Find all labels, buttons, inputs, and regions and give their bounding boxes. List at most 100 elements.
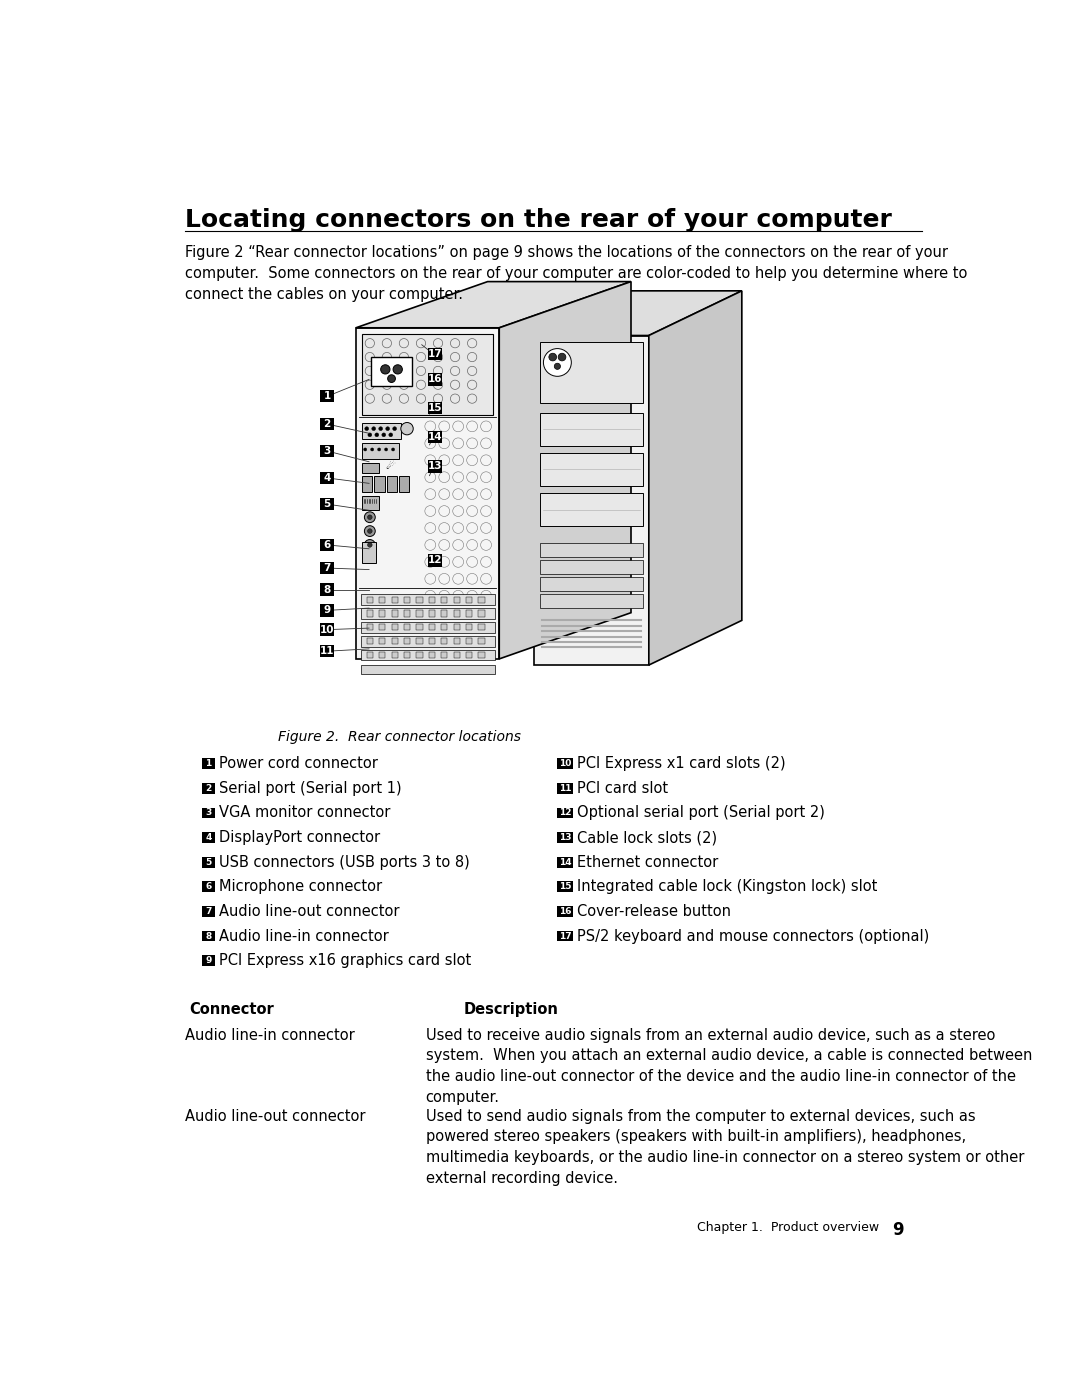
Text: VGA monitor connector: VGA monitor connector [218,806,390,820]
Text: 14: 14 [428,432,442,441]
Circle shape [378,448,380,451]
Bar [454,624,460,630]
Text: 1: 1 [324,391,330,401]
Text: 17: 17 [558,932,571,940]
Polygon shape [649,291,742,665]
Text: 11: 11 [320,647,335,657]
Bar [400,476,409,492]
Text: Figure 2.  Rear connector locations: Figure 2. Rear connector locations [279,729,522,743]
Bar [478,597,485,602]
Bar [441,652,447,658]
Text: Ethernet connector: Ethernet connector [577,855,718,870]
Bar [379,624,386,630]
Bar [356,328,499,659]
Bar [557,807,572,819]
Bar [321,390,334,402]
Text: 16: 16 [558,907,571,916]
Text: 13: 13 [558,833,571,842]
Bar [202,759,215,768]
Bar [362,476,373,492]
Bar [535,335,649,665]
Bar [367,652,373,658]
Text: 6: 6 [324,539,330,550]
Bar [478,610,485,616]
Circle shape [389,433,393,437]
Text: 9: 9 [324,605,330,616]
Bar [478,652,485,658]
Text: 8: 8 [324,584,330,595]
Circle shape [364,539,375,550]
Bar [465,597,472,602]
Bar [379,610,386,616]
Bar [441,610,447,616]
Circle shape [392,448,394,451]
Text: 5: 5 [324,499,330,509]
Bar [429,597,435,602]
Bar [557,833,572,842]
Bar [321,472,334,485]
Text: ☄: ☄ [384,461,395,471]
Bar [454,652,460,658]
Text: 6: 6 [205,883,212,891]
Bar [557,907,572,916]
Bar [202,856,215,868]
Bar [379,638,386,644]
Bar [441,624,447,630]
Text: 5: 5 [205,858,212,866]
Bar [454,610,460,616]
Bar [392,652,397,658]
Bar [361,665,495,675]
Text: Microphone connector: Microphone connector [218,879,382,894]
Text: 11: 11 [558,784,571,792]
Text: 13: 13 [428,461,442,471]
Text: PS/2 keyboard and mouse connectors (optional): PS/2 keyboard and mouse connectors (opti… [577,929,929,943]
Circle shape [388,374,395,383]
Bar [362,462,379,474]
Text: Power cord connector: Power cord connector [218,756,378,771]
Text: Audio line-out connector: Audio line-out connector [218,904,400,919]
Bar [540,543,643,557]
Text: Optional serial port (Serial port 2): Optional serial port (Serial port 2) [577,806,825,820]
Text: 10: 10 [559,759,571,768]
Bar [404,597,410,602]
Text: DisplayPort connector: DisplayPort connector [218,830,380,845]
Bar [557,930,572,942]
Bar [404,610,410,616]
Text: Cover-release button: Cover-release button [577,904,731,919]
Text: Connector: Connector [189,1002,274,1017]
Text: USB connectors (USB ports 3 to 8): USB connectors (USB ports 3 to 8) [218,855,470,870]
Bar [441,638,447,644]
Bar [404,652,410,658]
Text: PCI Express x16 graphics card slot: PCI Express x16 graphics card slot [218,953,471,968]
Text: 2: 2 [205,784,212,792]
Text: 3: 3 [205,809,212,817]
Bar [202,782,215,793]
Polygon shape [356,282,631,328]
Text: 12: 12 [558,809,571,817]
Bar [416,610,422,616]
Bar [392,610,397,616]
Bar [428,348,442,360]
Text: 1: 1 [205,759,212,768]
Text: 9: 9 [892,1221,904,1239]
Circle shape [379,426,382,430]
Text: 16: 16 [428,374,442,384]
Bar [321,645,334,658]
Bar [321,584,334,595]
Text: Audio line-in connector: Audio line-in connector [218,929,389,943]
Polygon shape [535,291,742,335]
Bar [429,652,435,658]
Text: Audio line-in connector: Audio line-in connector [186,1028,355,1042]
Circle shape [372,426,376,430]
Circle shape [375,433,379,437]
Circle shape [367,542,373,548]
Circle shape [370,448,374,451]
Circle shape [365,426,368,430]
Bar [361,622,495,633]
Text: 3: 3 [324,446,330,455]
Bar [202,882,215,893]
Bar [392,638,397,644]
Bar [367,610,373,616]
Bar [478,624,485,630]
Bar [321,418,334,430]
